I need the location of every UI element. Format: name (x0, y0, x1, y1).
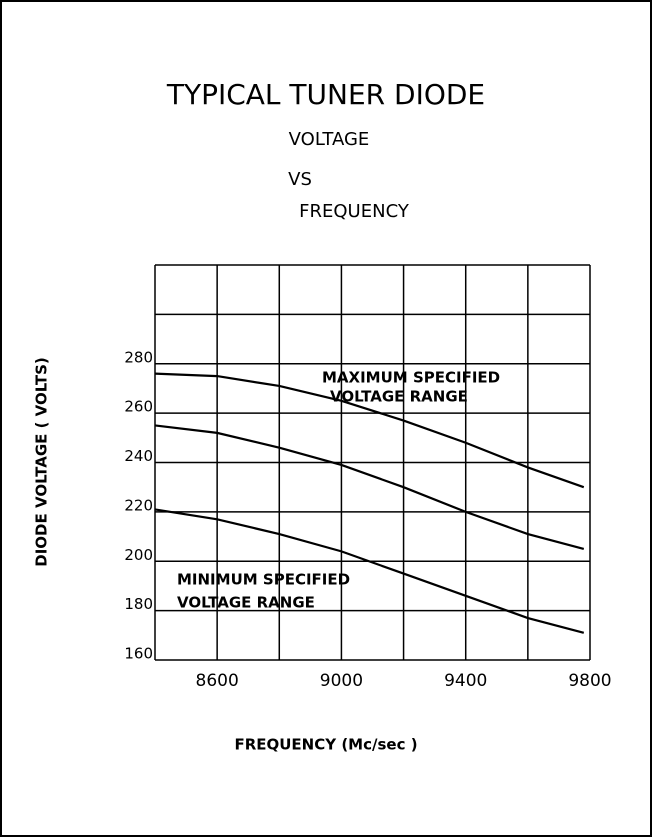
x-tick-label: 9000 (320, 671, 363, 691)
y-tick-label: 240 (124, 447, 153, 465)
y-tick-label: 200 (124, 546, 153, 564)
curve (154, 372, 585, 489)
annotation: MAXIMUM SPECIFIED (322, 369, 500, 387)
subtitle: VS (288, 169, 312, 190)
subtitle: VOLTAGE (289, 129, 370, 150)
annotation: VOLTAGE RANGE (330, 388, 468, 406)
x-axis-label: FREQUENCY (Mc/sec ) (234, 736, 417, 754)
y-tick-label: 160 (124, 645, 153, 663)
subtitle: FREQUENCY (299, 201, 410, 222)
chart-title: TYPICAL TUNER DIODE (166, 78, 485, 111)
curve (154, 508, 585, 634)
x-tick-label: 9400 (444, 671, 487, 691)
x-tick-label: 8600 (196, 671, 239, 691)
annotation: MINIMUM SPECIFIED (177, 571, 350, 589)
annotation: VOLTAGE RANGE (177, 594, 315, 612)
y-axis-label: DIODE VOLTAGE ( VOLTS) (33, 357, 51, 566)
y-tick-label: 280 (124, 348, 153, 366)
y-tick-label: 180 (124, 595, 153, 613)
y-tick-label: 260 (124, 398, 153, 416)
curve (154, 424, 585, 550)
y-tick-label: 220 (124, 496, 153, 514)
x-tick-label: 9800 (568, 671, 611, 691)
